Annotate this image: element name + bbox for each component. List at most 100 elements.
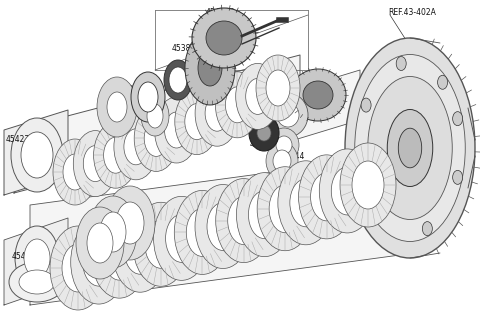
Ellipse shape <box>278 161 334 245</box>
Ellipse shape <box>104 137 128 173</box>
Ellipse shape <box>164 60 192 100</box>
Ellipse shape <box>175 89 219 155</box>
Text: 45440: 45440 <box>181 85 205 94</box>
Polygon shape <box>14 55 300 193</box>
Ellipse shape <box>89 196 137 268</box>
Text: 45490B: 45490B <box>97 238 127 247</box>
Text: 45421F: 45421F <box>100 98 129 107</box>
Ellipse shape <box>216 179 272 263</box>
Ellipse shape <box>124 226 156 274</box>
Ellipse shape <box>257 167 313 251</box>
Ellipse shape <box>361 98 371 112</box>
Ellipse shape <box>237 173 292 257</box>
Ellipse shape <box>205 95 229 131</box>
Text: 45385D: 45385D <box>172 44 202 53</box>
Ellipse shape <box>266 70 290 106</box>
Ellipse shape <box>84 146 108 182</box>
Ellipse shape <box>9 262 65 302</box>
Text: 45444B: 45444B <box>133 118 163 127</box>
Text: 45484: 45484 <box>12 252 36 261</box>
Text: 45410N: 45410N <box>304 105 334 114</box>
Ellipse shape <box>63 154 87 190</box>
Ellipse shape <box>185 104 209 140</box>
Ellipse shape <box>453 170 463 184</box>
Text: REF.43-402A: REF.43-402A <box>388 8 436 17</box>
Text: 45476A: 45476A <box>108 210 138 219</box>
Ellipse shape <box>340 143 396 227</box>
Text: 45425A: 45425A <box>250 140 279 149</box>
Ellipse shape <box>249 191 280 239</box>
Ellipse shape <box>105 186 155 260</box>
Ellipse shape <box>169 67 187 93</box>
Text: 45540B: 45540B <box>52 278 82 287</box>
Ellipse shape <box>154 196 210 280</box>
Ellipse shape <box>438 75 447 89</box>
Ellipse shape <box>277 103 299 127</box>
Ellipse shape <box>87 223 113 263</box>
Ellipse shape <box>107 92 127 122</box>
Ellipse shape <box>345 38 475 258</box>
Ellipse shape <box>133 202 189 286</box>
Ellipse shape <box>116 202 144 244</box>
Ellipse shape <box>19 270 55 294</box>
Ellipse shape <box>145 220 177 268</box>
Ellipse shape <box>372 207 383 221</box>
Ellipse shape <box>103 232 135 280</box>
Ellipse shape <box>186 208 218 256</box>
Polygon shape <box>4 218 68 305</box>
Text: 45427: 45427 <box>6 135 30 144</box>
Ellipse shape <box>174 190 230 275</box>
Ellipse shape <box>311 173 343 221</box>
Ellipse shape <box>269 185 301 233</box>
Polygon shape <box>30 155 400 305</box>
Ellipse shape <box>155 97 199 163</box>
Ellipse shape <box>276 136 292 154</box>
Ellipse shape <box>319 149 375 233</box>
Polygon shape <box>268 70 360 148</box>
Ellipse shape <box>249 115 279 151</box>
Ellipse shape <box>195 80 239 146</box>
Ellipse shape <box>303 81 333 109</box>
Ellipse shape <box>138 82 158 112</box>
Ellipse shape <box>141 96 169 136</box>
Ellipse shape <box>206 21 242 55</box>
Ellipse shape <box>134 105 178 172</box>
Polygon shape <box>4 110 68 195</box>
Ellipse shape <box>396 57 406 70</box>
Ellipse shape <box>195 184 251 269</box>
Text: 45465A: 45465A <box>86 223 116 232</box>
Ellipse shape <box>290 179 322 227</box>
Ellipse shape <box>166 214 198 262</box>
Ellipse shape <box>24 239 50 277</box>
Ellipse shape <box>236 64 280 129</box>
Ellipse shape <box>94 122 138 188</box>
Ellipse shape <box>165 112 189 148</box>
Ellipse shape <box>192 8 256 68</box>
Ellipse shape <box>147 104 163 128</box>
Ellipse shape <box>422 222 432 236</box>
Ellipse shape <box>228 197 260 244</box>
Ellipse shape <box>131 72 165 122</box>
Ellipse shape <box>124 129 148 165</box>
Ellipse shape <box>290 69 346 121</box>
Ellipse shape <box>266 142 298 180</box>
Ellipse shape <box>83 238 115 286</box>
Ellipse shape <box>216 72 259 138</box>
Ellipse shape <box>368 76 452 219</box>
Ellipse shape <box>273 150 291 172</box>
Ellipse shape <box>269 128 299 162</box>
Text: FR.: FR. <box>95 292 111 301</box>
Ellipse shape <box>387 110 433 187</box>
Text: 45424C: 45424C <box>128 85 157 94</box>
Ellipse shape <box>21 132 53 178</box>
Ellipse shape <box>268 93 308 137</box>
Ellipse shape <box>62 244 94 292</box>
Ellipse shape <box>91 214 147 298</box>
Text: 40644: 40644 <box>281 152 305 161</box>
Ellipse shape <box>453 112 463 126</box>
Ellipse shape <box>100 212 126 252</box>
Ellipse shape <box>73 131 117 197</box>
Ellipse shape <box>76 207 124 279</box>
Ellipse shape <box>198 50 222 86</box>
Ellipse shape <box>256 55 300 121</box>
